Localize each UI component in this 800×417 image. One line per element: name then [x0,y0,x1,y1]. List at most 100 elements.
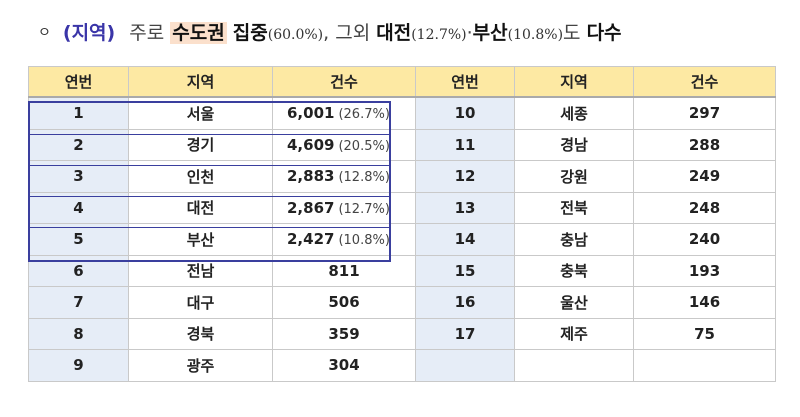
cell-count-2-value: 75 [694,324,715,343]
cell-no: 6 [28,254,129,287]
table-row: 4 대전 2,867 (12.7%) 13 전북 248 [28,191,776,224]
cell-region-value: 경북 [186,325,215,344]
cell-count-value: 304 [328,356,360,375]
cell-region-2 [514,349,634,382]
heading-tag: (지역) [62,22,116,44]
cell-no-value: 3 [73,167,84,186]
table-row: 6 전남 811 15 충북 193 [28,254,776,287]
table-row: 1 서울 6,001 (26.7%) 10 세종 297 [28,96,776,130]
cell-region-2-value: 전북 [560,199,588,218]
cell-region-2-value: 충북 [560,262,588,281]
cell-region-2-value: 제주 [560,325,588,344]
cell-count-value: 811 [328,261,360,280]
cell-region-2: 세종 [514,96,634,130]
heading-concentration: 집중 [232,22,268,44]
cell-no-value: 9 [73,356,84,375]
cell-no-2: 13 [415,191,515,224]
cell-count-2: 240 [633,223,776,256]
cell-no-2: 11 [415,128,515,161]
cell-no-2-value: 13 [454,198,476,217]
cell-count: 304 [272,349,416,382]
cell-count-value: 4,609 [287,135,335,154]
cell-region-2: 충남 [514,223,634,256]
region-count-table: 연번 지역 건수 연번 지역 건수 1 서울 6,001 (26.7%) 10 세종 297… [28,66,776,382]
cell-no: 5 [28,223,129,256]
heading-text-3: 도 [563,22,581,44]
cell-region-value: 대전 [186,199,215,218]
cell-count-percent: (20.5%) [338,138,390,154]
cell-region-value: 전남 [186,262,215,281]
cell-region-2-value: 경남 [560,136,588,155]
cell-no-2-value: 11 [454,135,476,154]
cell-no: 4 [28,191,129,224]
table-row: 8 경북 359 17 제주 75 [28,317,776,350]
heading-pct-capital: (60.0%) [267,27,324,43]
cell-no-2-value: 15 [454,261,476,280]
header-region: 지역 [128,66,273,98]
cell-no-2-value: 17 [454,324,476,343]
cell-region-2: 강원 [514,160,634,193]
cell-no-value: 4 [73,198,84,217]
cell-count-percent: (26.7%) [338,107,390,123]
header-count-2: 건수 [633,66,776,98]
summary-heading: ㅇ (지역) 주로 수도권 집중(60.0%), 그외 대전(12.7%)·부산(… [38,18,622,45]
table-row: 9 광주 304 [28,349,776,382]
cell-no-2: 12 [415,160,515,193]
cell-count-2: 248 [633,191,776,224]
cell-region-2-value: 강원 [560,167,588,186]
table-row: 5 부산 2,427 (10.8%) 14 충남 240 [28,223,776,256]
cell-count-2: 249 [633,160,776,193]
cell-region-2-value: 충남 [560,230,588,249]
cell-count-value: 359 [328,324,360,343]
cell-region-value: 인천 [186,167,215,186]
cell-region: 경기 [128,128,273,161]
cell-no-2: 10 [415,96,515,130]
heading-busan: 부산 [472,22,508,44]
cell-count-2-value: 297 [688,104,721,123]
heading-dot: · [466,22,473,44]
cell-count-2: 193 [633,254,776,287]
header-count: 건수 [272,66,416,98]
table-row: 7 대구 506 16 울산 146 [28,286,776,319]
cell-no-value: 7 [73,293,84,312]
cell-no-2 [415,349,515,382]
cell-no-2: 14 [415,223,515,256]
cell-count-value: 6,001 [287,104,335,123]
cell-count-2: 297 [633,96,776,130]
cell-region-2: 울산 [514,286,634,319]
cell-count-value: 506 [328,293,360,312]
cell-no-2: 17 [415,317,515,350]
cell-region-2: 경남 [514,128,634,161]
cell-count: 2,427 (10.8%) [272,223,416,256]
cell-no-value: 2 [73,135,84,154]
cell-no-value: 6 [73,261,84,280]
cell-no-2-value: 16 [454,293,476,312]
cell-no-value: 8 [73,324,84,343]
cell-region-2-value: 세종 [560,104,588,123]
heading-many: 다수 [586,22,622,44]
cell-region: 부산 [128,223,273,256]
cell-region-value: 경기 [186,136,215,155]
cell-region-2-value: 울산 [560,293,588,312]
cell-no-2: 16 [415,286,515,319]
heading-text-1: 주로 [129,22,165,44]
cell-region: 인천 [128,160,273,193]
cell-count-value: 2,867 [287,198,335,217]
cell-count-2-value: 193 [688,261,721,280]
cell-region: 대전 [128,191,273,224]
cell-count: 506 [272,286,416,319]
cell-no: 8 [28,317,129,350]
cell-no: 7 [28,286,129,319]
cell-region: 전남 [128,254,273,287]
cell-no-value: 5 [73,230,84,249]
cell-count: 6,001 (26.7%) [272,96,416,130]
header-no-2: 연번 [415,66,515,98]
cell-region-2: 전북 [514,191,634,224]
cell-count-value: 2,427 [287,230,335,249]
cell-count-percent: (12.7%) [338,201,390,217]
table-header-row: 연번 지역 건수 연번 지역 건수 [28,66,776,98]
cell-count-2: 288 [633,128,776,161]
cell-no: 2 [28,128,129,161]
cell-count-2: 75 [633,317,776,350]
cell-count-percent: (12.8%) [338,170,390,186]
